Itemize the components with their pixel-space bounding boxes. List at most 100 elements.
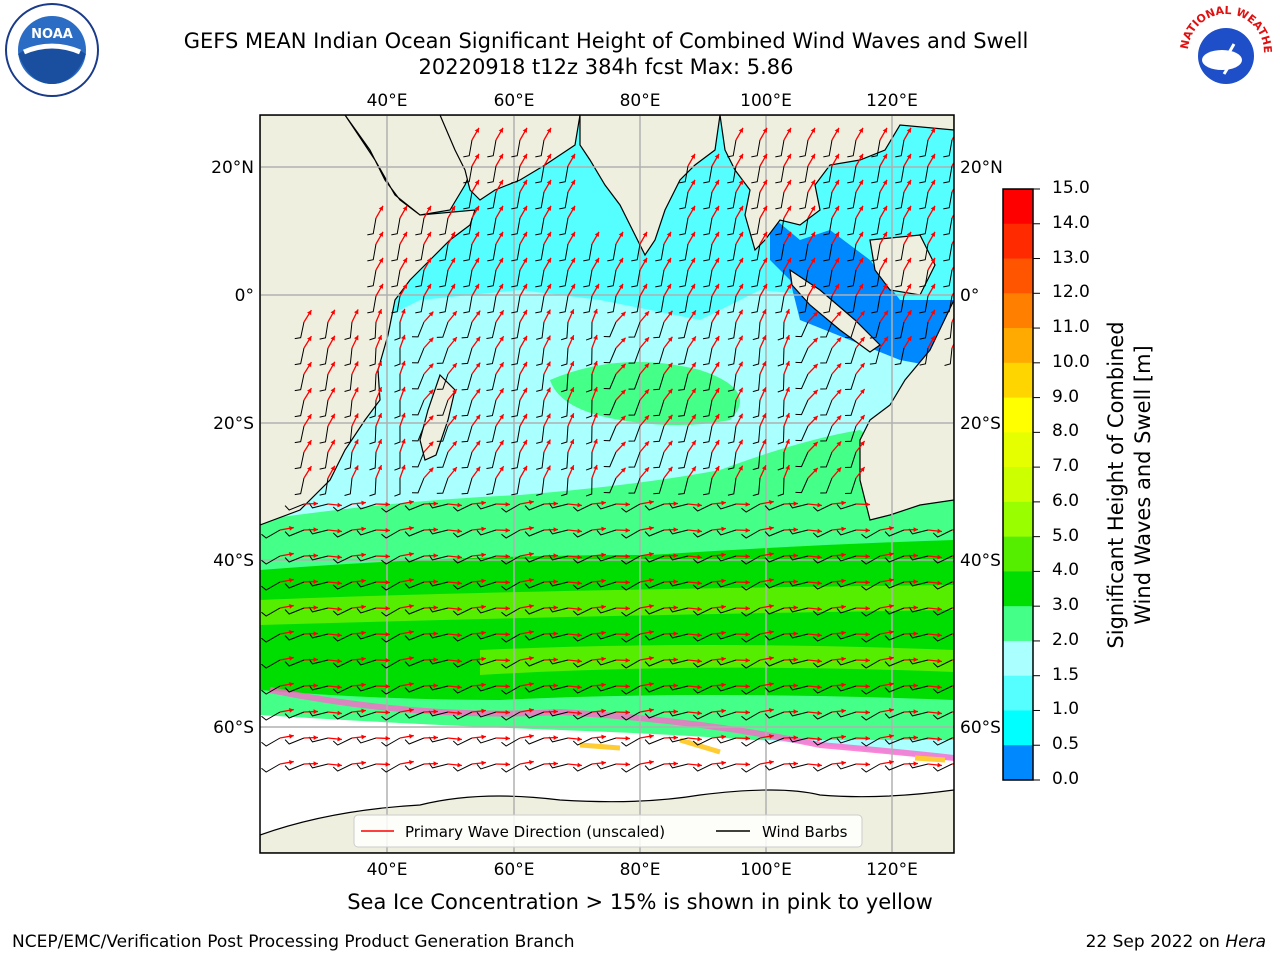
wind-barb [823,191,833,210]
wave-direction-arrowhead [289,551,294,557]
wind-barb [644,529,665,537]
wind-barb [261,607,281,617]
wind-barb [668,710,689,717]
wind-barb [692,763,713,772]
wave-direction-arrowhead [666,231,671,237]
wave-direction-arrowhead [836,389,842,395]
wave-direction-arrowhead [667,310,673,316]
wave-direction-arrowhead [307,362,312,368]
wind-barb [788,710,809,717]
wind-barb [847,139,857,158]
colorbar-tick-label: 3.0 [1052,595,1080,616]
wave-direction-arrowhead [930,231,935,237]
wind-barb [404,555,425,563]
wave-direction-arrowhead [858,231,863,237]
wave-direction-arrowhead [409,551,414,557]
wind-barb [727,269,737,288]
wind-barb [668,528,689,535]
wave-direction-arrowhead [361,760,366,766]
wave-direction-arrowhead [289,733,294,739]
wind-barb [585,373,593,393]
wave-direction-arrowhead [714,257,719,263]
wind-barb [524,685,545,693]
wave-direction-arrowhead [499,310,504,316]
wave-direction-arrowhead [667,440,673,446]
wave-direction-arrowhead [522,179,527,185]
wave-direction-arrow [951,161,954,167]
wave-direction-arrowhead [522,361,527,367]
wave-direction-arrowhead [361,630,366,636]
wind-barb [412,477,425,494]
wind-barb [812,633,833,642]
wave-direction-arrowhead [786,153,791,159]
wind-barb [845,425,857,443]
wave-direction-arrowhead [913,761,918,767]
wind-barb [436,373,449,390]
wind-barb [644,633,665,641]
colorbar-segment [1003,189,1033,225]
wind-barb [452,763,473,772]
wind-barb [412,373,425,390]
wind-barb [788,606,809,613]
wind-barb [596,581,617,588]
wave-direction-arrowhead [937,632,942,638]
wave-direction-arrowhead [691,466,696,472]
wave-direction-arrowhead [481,526,486,532]
wave-direction-arrowhead [738,361,743,367]
wave-direction-arrowhead [761,361,767,367]
wave-direction-arrowhead [289,629,294,635]
wind-barb [332,607,353,616]
wave-direction-arrowhead [546,335,551,341]
wind-barb [932,711,953,720]
wind-barb [823,243,833,262]
wind-barb [741,659,761,669]
wind-barb [812,529,833,538]
wave-direction-arrowhead [457,554,462,560]
wind-barb [621,685,641,695]
colorbar-tick-label: 1.0 [1052,699,1080,720]
wave-direction-arrowhead [785,439,790,444]
wave-direction-arrowhead [529,629,534,635]
wave-direction-arrowhead [697,502,702,508]
wave-direction-arrowhead [761,413,767,419]
wave-direction-arrowhead [882,205,887,211]
wind-barb [332,555,353,564]
wind-barb [603,451,617,468]
wind-barb [308,736,329,743]
colorbar-segment [1003,640,1033,677]
wave-direction-arrowhead [906,283,911,289]
wave-direction-arrowhead [625,527,630,533]
wave-direction-arrowhead [930,127,935,133]
wind-barb [861,659,881,669]
wave-direction-arrowhead [961,527,966,532]
wind-barb [487,139,497,158]
colorbar-segment [1003,328,1033,364]
wind-barb [511,477,521,496]
wind-barb [548,632,569,639]
wave-direction-arrowhead [858,205,863,211]
wave-direction-arrowhead [498,205,503,211]
wave-direction-arrowhead [913,605,918,611]
wave-direction-arrowhead [882,153,887,159]
wave-direction-arrowhead [714,465,720,471]
wave-direction-arrowhead [793,735,798,741]
wind-barb [775,139,785,158]
wave-direction-arrowhead [810,127,815,133]
wave-direction-arrowhead [577,502,582,508]
wave-direction-arrowhead [841,500,846,506]
wave-direction-arrowhead [625,761,630,767]
wind-barb [261,763,281,773]
wind-barb [823,165,833,184]
wave-direction-arrowhead [913,735,918,741]
wave-direction-arrowhead [475,414,481,420]
wave-direction-arrowhead [721,552,726,558]
wind-barb [394,478,401,497]
wind-barb [788,684,809,691]
wave-direction-arrowhead [433,631,438,637]
wave-direction-arrowhead [401,334,406,340]
wave-direction-arrowhead [667,466,673,472]
wave-direction-arrowhead [738,231,743,237]
wave-direction-arrowhead [649,707,654,713]
wave-direction-arrowhead [457,684,462,690]
wave-direction-arrowhead [474,205,479,211]
